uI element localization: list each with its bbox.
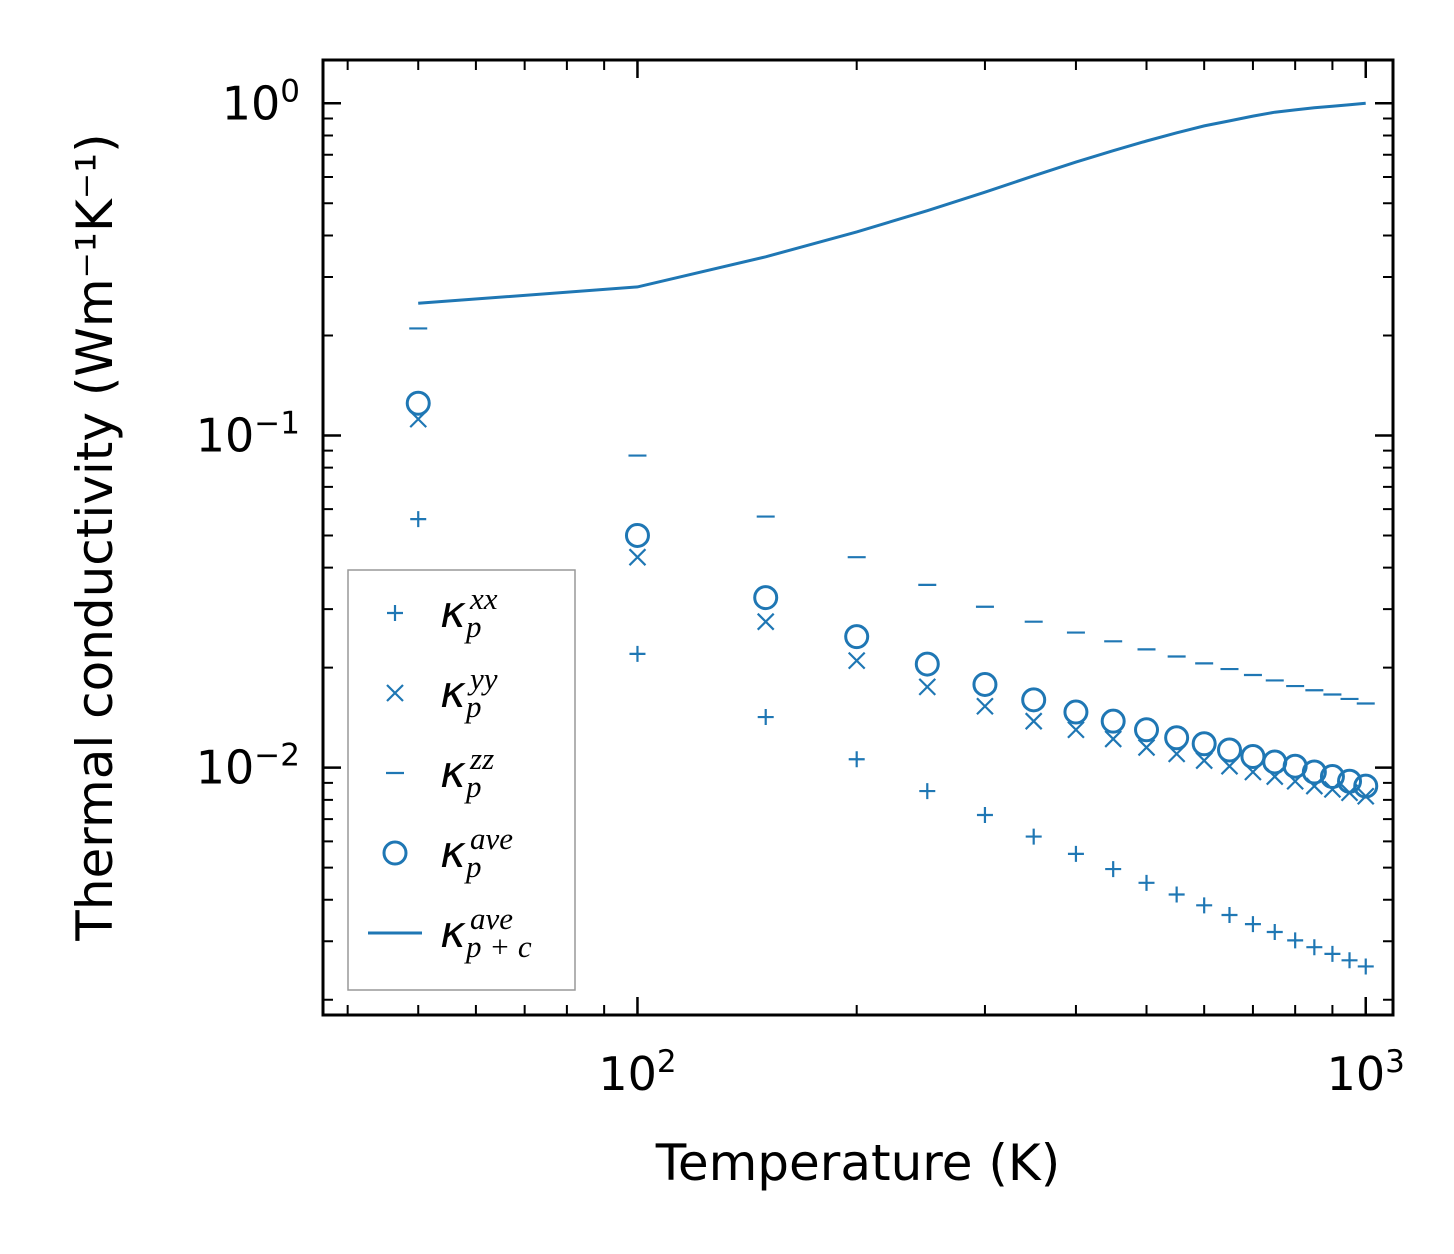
- data-point: [972, 671, 998, 697]
- major-ticks: [323, 60, 1393, 1015]
- data-point: [753, 585, 779, 611]
- data-point: [1134, 717, 1160, 743]
- data-point: [1337, 768, 1363, 794]
- data-point: [1287, 932, 1304, 949]
- data-point: [1100, 708, 1126, 734]
- legend-superscript: ave: [470, 821, 513, 856]
- minor-ticks: [323, 60, 1393, 1015]
- y-tick-labels: 10−2 10−1 100: [196, 73, 300, 794]
- data-point: [624, 522, 650, 548]
- data-point: [848, 751, 865, 768]
- data-point: [1216, 737, 1242, 763]
- legend-superscript: xx: [469, 581, 498, 616]
- y-tick-label: 100: [222, 73, 300, 130]
- legend-subscript: p + c: [464, 929, 532, 964]
- data-point: [1025, 828, 1042, 845]
- data-point: [1221, 907, 1238, 924]
- data-point: [1262, 749, 1288, 775]
- data-point: [629, 645, 646, 662]
- data-point: [1105, 861, 1122, 878]
- data-point: [1024, 712, 1043, 730]
- data-point: [1104, 730, 1122, 748]
- data-point: [847, 651, 866, 670]
- data-point: [1021, 687, 1047, 713]
- legend-entry-kappa_p_yy: κ yyp: [386, 661, 498, 724]
- data-point: [1168, 886, 1185, 903]
- series-kappa_p_xx: [410, 511, 1374, 975]
- y-tick-label: 10−2: [196, 738, 300, 795]
- series-kappa_pc_ave: [418, 101, 1366, 305]
- legend-superscript: ave: [470, 901, 513, 936]
- data-point: [1164, 725, 1190, 751]
- data-point: [1306, 939, 1323, 956]
- legend-superscript: zz: [469, 741, 494, 776]
- data-point: [918, 678, 937, 696]
- data-point: [1324, 945, 1341, 962]
- data-point: [756, 612, 775, 631]
- data-point: [1063, 699, 1089, 725]
- data-point: [919, 783, 936, 800]
- legend-box: [347, 569, 576, 991]
- data-point: [1137, 738, 1156, 757]
- legend-marker: [387, 605, 403, 621]
- data-point: [914, 651, 940, 677]
- legend-label: κ: [440, 587, 466, 638]
- data-point: [1191, 731, 1217, 757]
- plot-frame: [321, 58, 1395, 1017]
- legend-label: κ: [440, 667, 466, 718]
- data-point: [1138, 874, 1155, 891]
- series-kappa_p_zz: [409, 327, 1375, 705]
- legend-label: κ: [440, 827, 466, 878]
- data-point: [405, 390, 431, 416]
- legend-marker: [386, 684, 404, 702]
- data-point: [976, 697, 994, 716]
- data-point: [1341, 952, 1358, 969]
- data-point: [410, 511, 427, 528]
- legend-subscript: p: [464, 609, 482, 644]
- data-point: [1067, 721, 1085, 739]
- data-point: [1195, 751, 1213, 770]
- data-point: [1353, 773, 1379, 799]
- data-point: [844, 624, 870, 650]
- x-axis-label: Temperature (K): [655, 1134, 1060, 1192]
- x-tick-labels: 102 103: [598, 1044, 1405, 1101]
- legend-entry-kappa_p_zz: κ zzp: [386, 741, 494, 804]
- legend-marker: [382, 840, 408, 866]
- x-tick-label: 102: [598, 1044, 676, 1101]
- data-point: [628, 548, 647, 566]
- data-point: [757, 709, 774, 726]
- series-kappa_p_ave: [405, 390, 1379, 799]
- data-point: [1301, 759, 1327, 785]
- legend-subscript: p: [464, 689, 482, 724]
- data-point: [1357, 958, 1374, 975]
- data-point: [1266, 923, 1283, 940]
- data-point: [1319, 764, 1345, 790]
- legend-subscript: p: [464, 849, 482, 884]
- x-tick-label: 103: [1327, 1044, 1405, 1101]
- data-point: [1067, 845, 1084, 862]
- data-point: [1240, 744, 1266, 770]
- legend-entry-kappa_p_xx: κ xxp: [387, 581, 498, 644]
- series-marks: [405, 101, 1379, 975]
- legend-label: κ: [440, 747, 466, 798]
- series-line: [418, 101, 1366, 305]
- data-point: [976, 807, 993, 824]
- data-point: [1196, 897, 1213, 914]
- y-axis-label: Thermal conductivity (Wm⁻¹K⁻¹): [66, 133, 124, 941]
- data-point: [1244, 916, 1261, 933]
- y-tick-label: 10−1: [196, 405, 300, 462]
- legend-label: κ: [440, 907, 466, 958]
- series-kappa_p_yy: [409, 410, 1375, 806]
- legend-superscript: yy: [467, 661, 498, 696]
- legend-subscript: p: [464, 769, 482, 804]
